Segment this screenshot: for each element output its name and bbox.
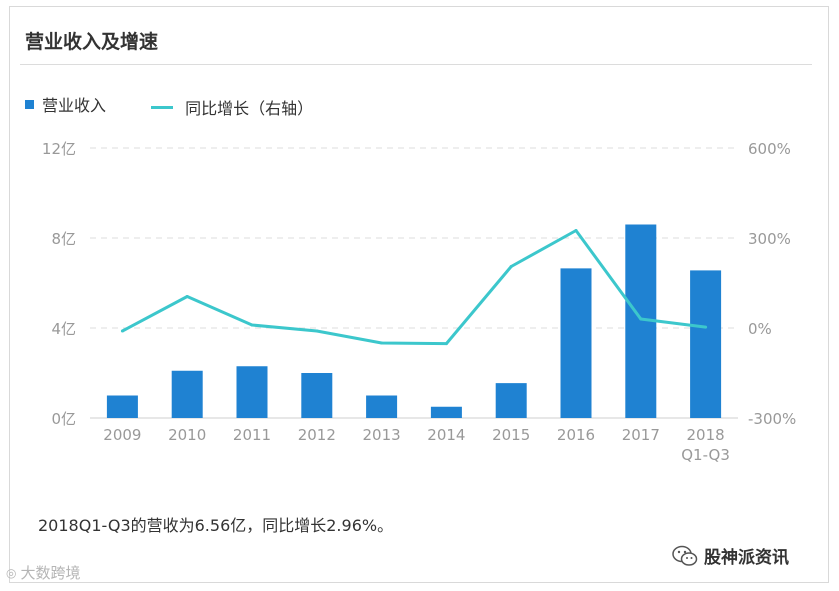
logo-mark-icon: ◎ bbox=[6, 565, 17, 580]
line-growth-point bbox=[444, 342, 448, 346]
bar-revenue bbox=[495, 383, 527, 418]
x-tick-label: 2009 bbox=[103, 426, 141, 444]
line-growth-point bbox=[185, 295, 189, 298]
x-tick-label: 2015 bbox=[492, 426, 530, 444]
x-tick-label: 2018 bbox=[687, 426, 725, 444]
x-tick-label: 2010 bbox=[168, 426, 206, 444]
bar-revenue bbox=[430, 406, 462, 418]
legend-bar-label: 营业收入 bbox=[42, 96, 107, 115]
bar-revenue bbox=[560, 268, 592, 418]
title-divider bbox=[20, 64, 812, 65]
bar-revenue bbox=[301, 373, 333, 418]
brand-name: 股神派资讯 bbox=[704, 548, 789, 568]
y-right-tick-label: -300% bbox=[748, 410, 796, 428]
x-tick-label: Q1-Q3 bbox=[681, 446, 730, 464]
legend-item-growth: 同比增长（右轴） bbox=[151, 95, 313, 119]
line-growth-point bbox=[315, 329, 319, 333]
line-growth-point bbox=[704, 325, 708, 329]
brand-badge: 股神派资讯 bbox=[672, 543, 789, 568]
chart-caption: 2018Q1-Q3的营收为6.56亿，同比增长2.96%。 bbox=[38, 516, 394, 535]
line-growth bbox=[121, 229, 706, 346]
legend-line-swatch bbox=[151, 105, 174, 109]
watermark: ◎ 大数跨境 bbox=[6, 562, 81, 583]
bar-revenue bbox=[690, 270, 722, 418]
legend-bar-swatch bbox=[25, 99, 34, 109]
y-right-tick-label: 300% bbox=[748, 230, 791, 248]
x-tick-label: 2016 bbox=[557, 426, 595, 444]
legend-item-revenue: 营业收入 bbox=[25, 92, 106, 116]
bar-revenue bbox=[366, 395, 398, 418]
wechat-icon bbox=[672, 545, 698, 566]
line-growth-point bbox=[250, 323, 254, 327]
x-tick-label: 2012 bbox=[298, 426, 336, 444]
x-tick-label: 2017 bbox=[622, 426, 660, 444]
chart-legend: 营业收入 同比增长（右轴） bbox=[25, 92, 353, 119]
watermark-text: 大数跨境 bbox=[20, 564, 81, 582]
line-growth-point bbox=[639, 317, 643, 321]
line-growth-point bbox=[120, 329, 124, 333]
x-tick-label: 2014 bbox=[427, 426, 465, 444]
bar-revenue bbox=[171, 370, 203, 418]
y-left-tick-label: 4亿 bbox=[51, 320, 76, 338]
line-growth-point bbox=[509, 265, 513, 268]
chart-title: 营业收入及增速 bbox=[25, 31, 159, 53]
x-tick-label: 2013 bbox=[363, 426, 401, 444]
legend-line-label: 同比增长（右轴） bbox=[185, 99, 314, 118]
y-left-tick-label: 0亿 bbox=[51, 410, 76, 428]
line-growth-point bbox=[380, 341, 384, 345]
x-tick-label: 2011 bbox=[233, 426, 271, 444]
bar-revenue bbox=[236, 366, 268, 418]
y-right-tick-label: 600% bbox=[748, 140, 791, 158]
y-right-tick-label: 0% bbox=[748, 320, 772, 338]
y-left-tick-label: 12亿 bbox=[42, 140, 76, 158]
y-left-tick-label: 8亿 bbox=[51, 230, 76, 248]
bar-revenue bbox=[106, 395, 138, 418]
line-growth-point bbox=[574, 229, 578, 232]
